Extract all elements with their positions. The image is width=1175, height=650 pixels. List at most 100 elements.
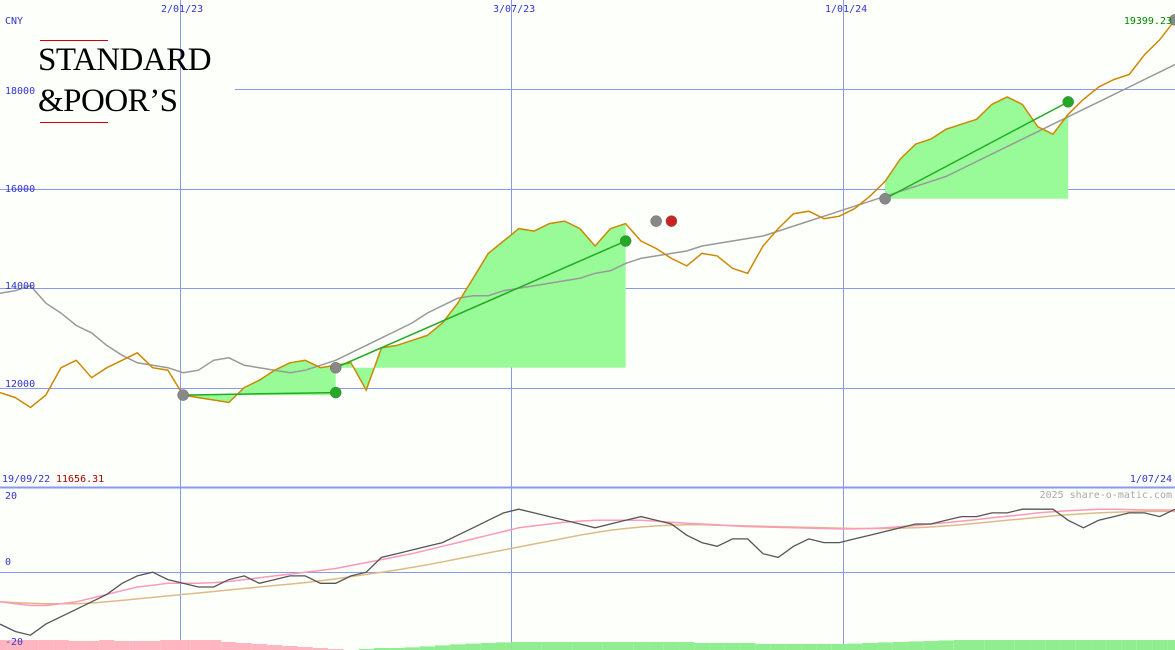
buy-marker: [879, 193, 891, 205]
trade-area: [335, 221, 626, 391]
histogram-bar: [114, 641, 130, 650]
sell-marker: [329, 386, 342, 399]
trade-line: [884, 101, 1069, 200]
histogram-bar: [770, 644, 786, 650]
series-lines: [0, 19, 1175, 636]
histogram-bar: [709, 643, 725, 650]
histogram-bar: [862, 643, 878, 650]
buy-marker: [1169, 14, 1175, 26]
moving-average-line: [0, 63, 1175, 374]
histogram-bar: [892, 642, 908, 650]
buy-marker: [650, 215, 662, 227]
histogram-bar: [1045, 640, 1061, 650]
histogram-bar: [389, 648, 405, 650]
trade-areas: [183, 96, 1069, 403]
brand-logo-line1: STANDARD: [38, 42, 212, 78]
histogram-bar: [694, 643, 710, 650]
histogram-bar: [846, 643, 863, 650]
histogram-bar: [22, 640, 39, 650]
histogram-bar: [236, 643, 252, 650]
last-value-label: 19399.23: [1123, 16, 1172, 27]
histogram-bar: [83, 641, 100, 650]
histogram-bar: [312, 648, 329, 650]
histogram-bar: [434, 645, 451, 650]
watermark: 2025 share-o-matic.com: [1039, 490, 1172, 501]
histogram-bar: [7, 640, 23, 650]
histogram-bar: [541, 642, 557, 650]
osc-tick-label: -20: [5, 637, 24, 648]
histogram: [0, 640, 1175, 650]
histogram-bar: [1136, 640, 1153, 650]
histogram-bar: [282, 646, 298, 650]
sell-marker: [619, 235, 632, 247]
histogram-bar: [297, 647, 313, 650]
histogram-bar: [373, 648, 390, 650]
osc-tick-label: 20: [5, 491, 18, 502]
histogram-bar: [663, 642, 680, 650]
histogram-bar: [923, 641, 939, 650]
histogram-bar: [251, 644, 268, 650]
histogram-bar: [907, 641, 924, 650]
y-tick-label: 14000: [5, 281, 36, 292]
histogram-bar: [526, 642, 542, 650]
histogram-bar: [450, 644, 466, 650]
histogram-bar: [160, 640, 176, 650]
oscillator-signal-line: [0, 508, 1175, 607]
histogram-bar: [99, 640, 115, 650]
histogram-bar: [129, 641, 145, 650]
brand-logo: STANDARD &POOR’S: [38, 38, 238, 128]
histogram-bar: [602, 642, 619, 650]
histogram-bar: [190, 640, 207, 650]
histogram-bar: [1030, 640, 1046, 650]
trade-lines: [183, 101, 1069, 396]
histogram-bar: [984, 640, 1000, 650]
histogram-bar: [404, 647, 420, 650]
histogram-bar: [648, 642, 664, 650]
histogram-bar: [1060, 640, 1076, 650]
histogram-bar: [831, 644, 847, 650]
trade-line: [183, 391, 336, 396]
histogram-bar: [999, 640, 1015, 650]
histogram-bar: [724, 643, 741, 650]
histogram-bar: [1075, 640, 1092, 650]
histogram-bar: [679, 642, 695, 650]
x-tick-label: 3/07/23: [493, 4, 536, 15]
x-tick-label: 1/01/24: [825, 4, 868, 15]
histogram-bar: [785, 644, 802, 650]
histogram-bar: [755, 644, 771, 650]
histogram-bar: [480, 643, 496, 650]
price-line: [0, 19, 1175, 409]
end-date-label: 1/07/24: [1129, 474, 1172, 485]
histogram-bar: [68, 641, 84, 650]
histogram-bar: [419, 646, 435, 650]
histogram-bar: [511, 642, 527, 650]
histogram-bar: [1091, 640, 1107, 650]
histogram-bar: [801, 644, 817, 650]
buy-marker: [177, 389, 189, 401]
histogram-bar: [38, 640, 54, 650]
histogram-bar: [740, 643, 756, 650]
histogram-bar: [968, 640, 985, 650]
trade-area: [183, 360, 336, 403]
y-tick-label: 12000: [5, 379, 36, 390]
histogram-bar: [938, 640, 954, 650]
histogram-bar: [572, 642, 588, 650]
oscillator-fast-line: [0, 508, 1175, 636]
buy-marker: [329, 361, 342, 374]
histogram-bar: [618, 642, 634, 650]
histogram-bar: [0, 640, 8, 650]
histogram-bar: [175, 640, 191, 650]
histogram-bar: [877, 642, 893, 650]
histogram-bar: [495, 642, 512, 650]
histogram-bar: [556, 642, 573, 650]
start-date-label: 19/09/22: [2, 474, 51, 485]
histogram-bar: [1167, 640, 1175, 650]
start-value-label: 11656.31: [56, 474, 105, 485]
histogram-bar: [633, 642, 649, 650]
histogram-bar: [816, 644, 832, 650]
histogram-bar: [465, 643, 481, 650]
histogram-bar: [953, 640, 969, 650]
currency-label: CNY: [5, 16, 24, 27]
histogram-bar: [144, 641, 161, 650]
